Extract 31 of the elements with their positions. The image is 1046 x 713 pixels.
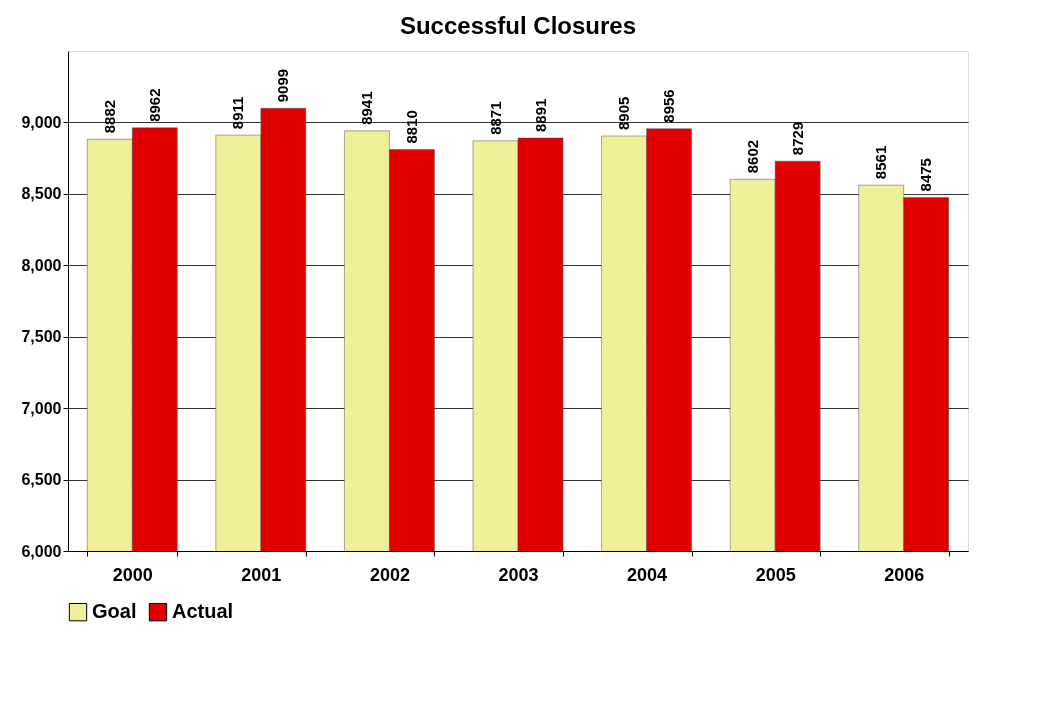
legend-label: Goal [92,600,137,623]
data-label: 8891 [531,98,549,132]
data-label: 8956 [660,89,678,123]
legend-label: Actual [172,600,234,623]
data-label: 8962 [145,88,163,122]
y-tick-label: 7,500 [21,328,62,346]
x-tick-label: 2000 [112,564,153,585]
data-label: 8905 [615,96,633,130]
x-tick-label: 2001 [241,564,282,585]
y-tick-label: 8,000 [21,256,62,274]
x-tick-label: 2003 [498,564,539,585]
y-tick-label: 9,000 [21,113,62,131]
data-label: 8729 [788,121,806,156]
data-label: 8475 [917,158,935,192]
data-label: 8561 [872,145,890,180]
y-tick-label: 6,000 [21,542,62,560]
x-tick-label: 2004 [627,564,668,585]
data-label: 8810 [402,110,420,144]
chart-title: Successful Closures [399,12,637,39]
data-label: 8882 [100,99,118,134]
x-tick-label: 2002 [369,564,410,585]
y-tick-label: 6,500 [21,471,62,489]
data-label: 8941 [357,91,375,125]
x-tick-label: 2006 [884,564,925,585]
data-label: 9099 [274,68,292,103]
x-tick-label: 2005 [755,564,796,585]
data-label: 8911 [229,96,247,130]
y-tick-label: 7,000 [21,399,62,417]
data-label: 8871 [486,101,504,135]
y-tick-label: 8,500 [21,185,62,203]
data-label: 8602 [743,139,761,174]
